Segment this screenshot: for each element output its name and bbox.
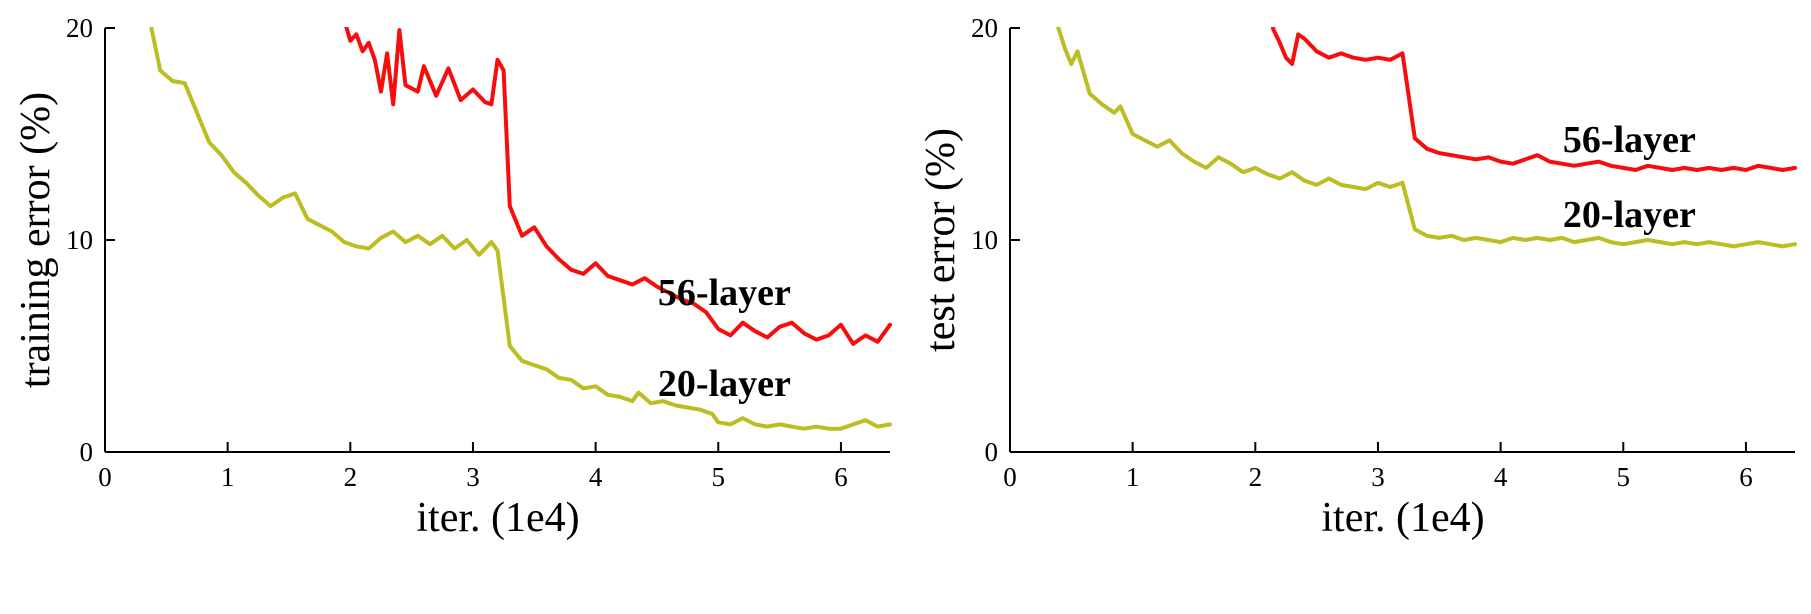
y-tick-label: 10 (66, 225, 93, 255)
series-label-56-layer: 56-layer (657, 272, 791, 314)
series-label-20-layer: 20-layer (657, 363, 791, 406)
x-tick-label: 5 (712, 462, 726, 492)
series-line-56-layer (344, 27, 892, 346)
y-tick-label: 20 (971, 13, 998, 43)
test-error-plot: 0 1 2 3 4 5 6 0 10 20 (971, 13, 1797, 492)
x-axis-title: iter. (1e4) (416, 495, 580, 541)
x-tick-label: 2 (344, 462, 358, 492)
y-tick-label: 20 (66, 13, 93, 43)
y-tick-label: 0 (80, 437, 94, 467)
series-label-56-layer: 56-layer (1562, 119, 1696, 162)
x-tick-label: 4 (589, 462, 603, 492)
series-label-20-layer: 20-layer (1562, 193, 1696, 236)
x-axis-title: iter. (1e4) (1321, 495, 1485, 541)
x-tick-label: 6 (1739, 462, 1753, 492)
x-tick-label: 0 (98, 462, 112, 492)
series-line-56-layer (1270, 27, 1797, 172)
training-error-plot: 0 1 2 3 4 5 6 0 10 20 (66, 13, 892, 492)
y-axis-title: test error (%) (918, 128, 964, 352)
x-tick-label: 1 (221, 462, 235, 492)
x-tick-label: 6 (834, 462, 848, 492)
series-line-20-layer (1055, 27, 1797, 249)
training-error-chart: 0 1 2 3 4 5 6 0 10 20 training error (%) iter. (1… (0, 0, 905, 614)
y-tick-label: 10 (971, 225, 998, 255)
series-line-20-layer (149, 27, 892, 431)
x-tick-label: 3 (1371, 462, 1385, 492)
x-tick-label: 3 (466, 462, 480, 492)
x-tick-label: 2 (1249, 462, 1263, 492)
y-tick-label: 0 (985, 437, 999, 467)
x-tick-label: 5 (1617, 462, 1631, 492)
y-axis-title: training error (%) (13, 91, 59, 389)
x-tick-label: 0 (1003, 462, 1017, 492)
x-tick-label: 4 (1494, 462, 1508, 492)
x-tick-label: 1 (1126, 462, 1140, 492)
test-error-chart: 0 1 2 3 4 5 6 0 10 20 test error (%) iter. (1e4) … (905, 0, 1810, 614)
